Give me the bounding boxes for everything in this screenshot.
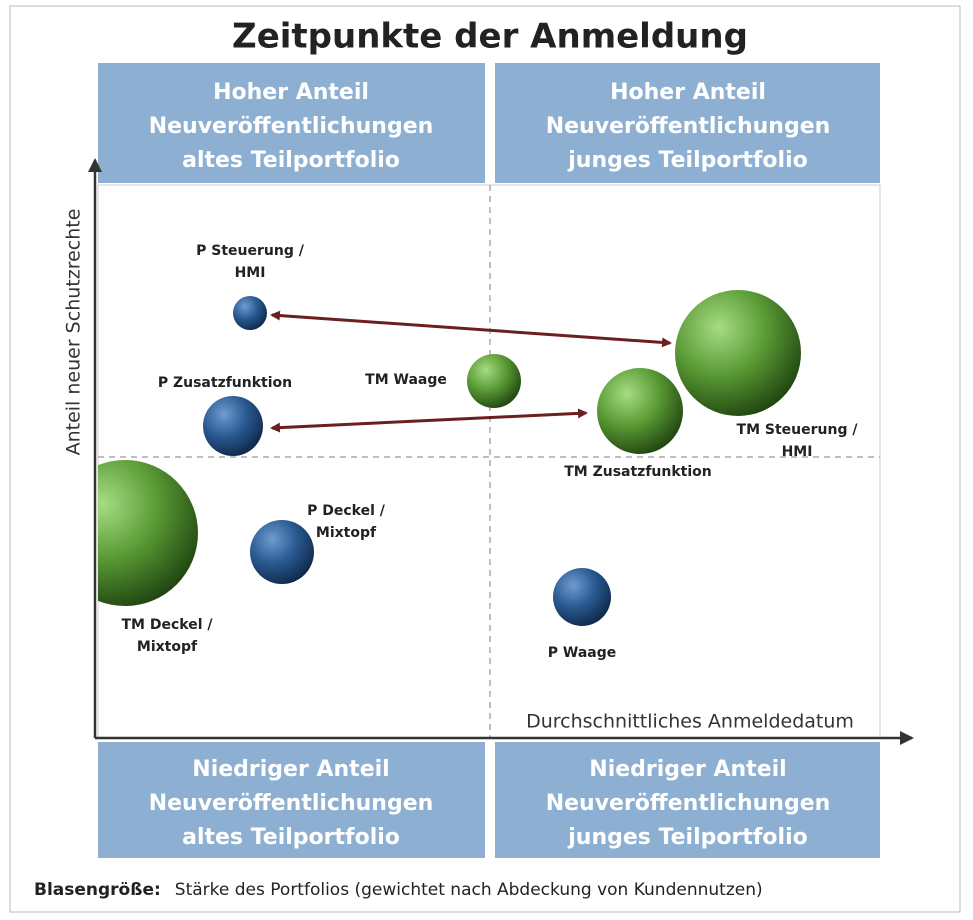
- quadrant-box: [495, 742, 880, 858]
- arrow: [270, 408, 588, 433]
- quadrant-label: Neuveröffentlichungen: [546, 791, 831, 816]
- bubble-label: P Steuerung /: [196, 243, 305, 259]
- title: Zeitpunkte der Anmeldung: [232, 17, 748, 57]
- bubble: [250, 520, 314, 584]
- quadrant-label: Hoher Anteil: [610, 80, 766, 105]
- quadrant-label: Niedriger Anteil: [589, 757, 786, 782]
- bubble-label: P Waage: [548, 645, 617, 661]
- bubble-label: TM Zusatzfunktion: [564, 464, 712, 480]
- legend: Blasengröße: Stärke des Portfolios (gewic…: [34, 880, 763, 900]
- bubble-label: TM Steuerung /: [737, 422, 859, 438]
- quadrant-label: altes Teilportfolio: [182, 825, 400, 850]
- bubble: [675, 290, 801, 416]
- bubble-label: TM Waage: [365, 372, 447, 388]
- legend-key: Blasengröße:: [34, 880, 161, 900]
- quadrant-label: Neuveröffentlichungen: [149, 114, 434, 139]
- quadrant-box: [495, 63, 880, 183]
- plot-area: [97, 184, 881, 739]
- quadrant-label: Niedriger Anteil: [192, 757, 389, 782]
- quadrant-label: junges Teilportfolio: [567, 148, 808, 173]
- quadrant-label: altes Teilportfolio: [182, 148, 400, 173]
- bubble-label: Mixtopf: [316, 525, 377, 541]
- bubble: [233, 296, 267, 330]
- bubble-label: P Deckel /: [307, 503, 386, 519]
- quadrant-label: Hoher Anteil: [213, 80, 369, 105]
- bubble: [203, 396, 263, 456]
- bubble-label: HMI: [235, 265, 266, 281]
- quadrant-box: [98, 63, 485, 183]
- arrow: [270, 310, 672, 348]
- bubble: [467, 354, 521, 408]
- bubble: [597, 368, 683, 454]
- quadrant-label: Neuveröffentlichungen: [546, 114, 831, 139]
- bubble-label: TM Deckel /: [122, 617, 214, 633]
- bubble-label: Mixtopf: [137, 639, 198, 655]
- legend-text: Stärke des Portfolios (gewichtet nach Ab…: [175, 880, 763, 900]
- quadrant-label: junges Teilportfolio: [567, 825, 808, 850]
- bubble: [98, 460, 198, 606]
- quadrant-box: [98, 742, 485, 858]
- bubble-label: P Zusatzfunktion: [158, 375, 292, 391]
- quadrant-label: Neuveröffentlichungen: [149, 791, 434, 816]
- y-axis-label: Anteil neuer Schutzrechte: [63, 209, 85, 456]
- bubble: [553, 568, 611, 626]
- bubble-label: HMI: [782, 444, 813, 460]
- x-axis-label: Durchschnittliches Anmeldedatum: [526, 711, 854, 733]
